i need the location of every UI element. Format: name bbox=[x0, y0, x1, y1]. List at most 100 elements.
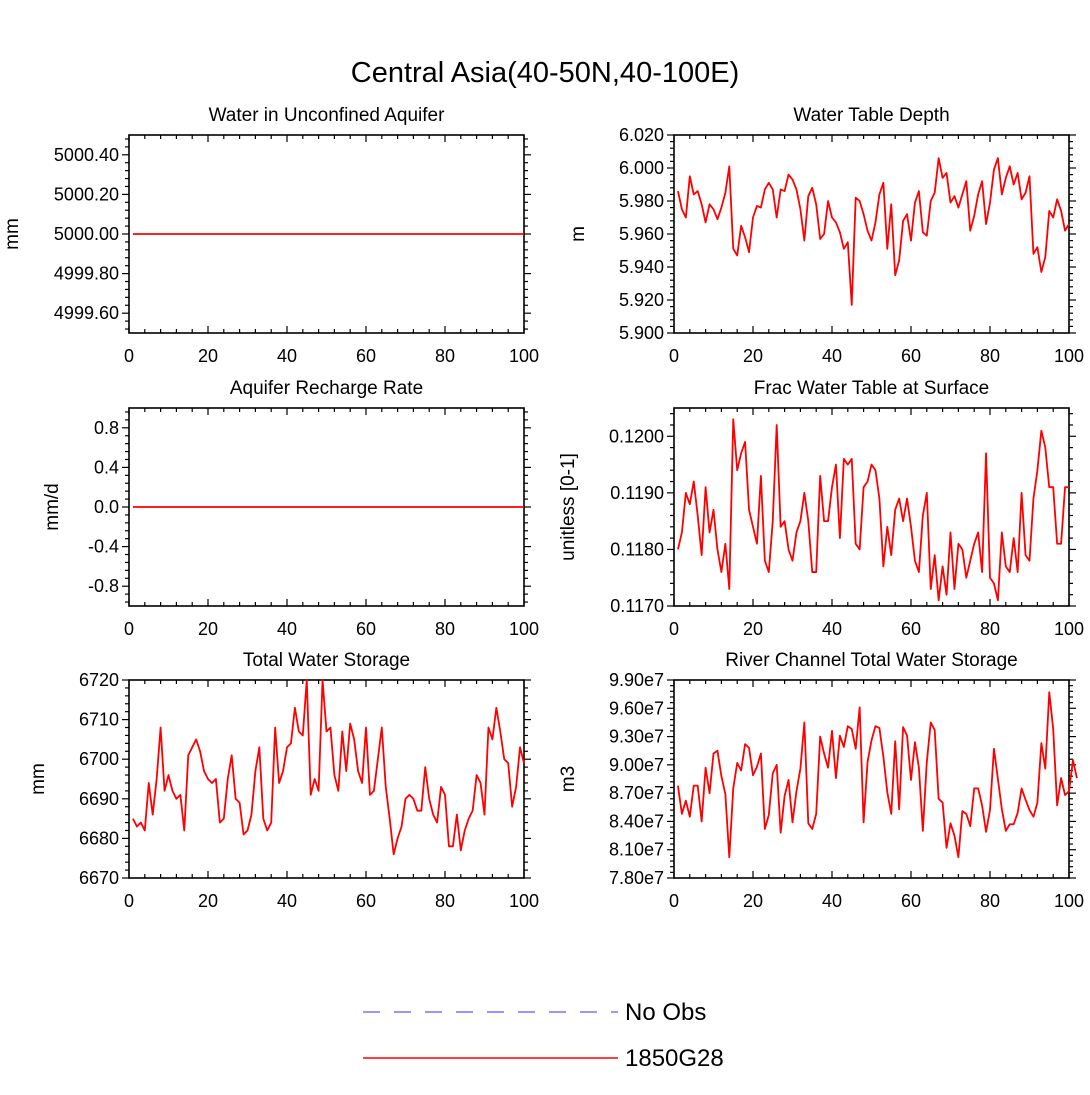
y-tick-label: 8.10e7 bbox=[609, 840, 664, 860]
panel-water-table-depth: Water Table Depth m 0 20 40 60 80 100 5.900 5.920… bbox=[568, 105, 1084, 366]
x-tick-label: 0 bbox=[669, 891, 679, 911]
y-axis-label: m3 bbox=[558, 766, 579, 792]
x-tick-label: 20 bbox=[198, 619, 218, 639]
x-tick-label: 100 bbox=[509, 619, 539, 639]
series-line-1850g28 bbox=[677, 157, 1070, 306]
series-line-1850g28 bbox=[677, 691, 1078, 859]
y-tick-label: 0.1200 bbox=[609, 426, 664, 446]
legend: No Obs 1850G28 bbox=[363, 999, 724, 1072]
panel-title: Aquifer Recharge Rate bbox=[230, 378, 423, 399]
y-tick-label: 6700 bbox=[79, 749, 119, 769]
x-tick-label: 80 bbox=[435, 346, 455, 366]
y-tick-label: 8.40e7 bbox=[609, 811, 664, 831]
x-tick-label: 100 bbox=[1054, 619, 1084, 639]
x-tick-label: 20 bbox=[198, 346, 218, 366]
x-tick-label: 40 bbox=[822, 891, 842, 911]
y-tick-label: 4999.80 bbox=[54, 264, 119, 284]
panel-frac-water-table-at-surface: Frac Water Table at Surface unitless [0-1… bbox=[558, 378, 1084, 639]
x-tick-label: 0 bbox=[124, 346, 134, 366]
panel-title: Water Table Depth bbox=[793, 105, 949, 126]
panel-title: Total Water Storage bbox=[243, 650, 410, 671]
series-line-1850g28 bbox=[132, 679, 525, 856]
x-tick-label: 20 bbox=[743, 891, 763, 911]
y-tick-label: 9.90e7 bbox=[609, 670, 664, 690]
y-tick-label: -0.8 bbox=[88, 576, 119, 596]
y-axis-label: unitless [0-1] bbox=[558, 453, 579, 561]
y-tick-label: 0.1170 bbox=[610, 596, 664, 616]
x-tick-label: 80 bbox=[435, 891, 455, 911]
y-tick-label: 5000.20 bbox=[54, 184, 119, 204]
x-tick-label: 100 bbox=[509, 346, 539, 366]
y-tick-label: 5.920 bbox=[619, 290, 664, 310]
y-tick-label: 0.8 bbox=[94, 418, 119, 438]
panel-water-in-unconfined-aquifer: Water in Unconfined Aquifer mm 0 20 40 60 80 10… bbox=[2, 105, 539, 366]
y-tick-label: 5000.40 bbox=[54, 145, 119, 165]
y-tick-label: 4999.60 bbox=[54, 303, 119, 323]
y-tick-label: 5.980 bbox=[619, 191, 664, 211]
x-tick-label: 20 bbox=[198, 891, 218, 911]
y-tick-label: 0.1180 bbox=[610, 539, 664, 559]
x-tick-label: 60 bbox=[901, 346, 921, 366]
panel-aquifer-recharge-rate: Aquifer Recharge Rate mm/d 0 20 40 60 80 100 -0.… bbox=[42, 378, 539, 639]
x-tick-label: 100 bbox=[1054, 346, 1084, 366]
x-tick-label: 0 bbox=[669, 346, 679, 366]
x-tick-label: 60 bbox=[901, 619, 921, 639]
y-tick-label: 6670 bbox=[79, 868, 119, 888]
y-tick-label: 6720 bbox=[79, 670, 119, 690]
panel-total-water-storage: Total Water Storage mm 0 20 40 60 80 100 6670 668… bbox=[28, 650, 539, 911]
y-axis-label: mm bbox=[2, 218, 23, 250]
y-tick-label: 5.960 bbox=[619, 224, 664, 244]
y-tick-label: 6.020 bbox=[619, 125, 664, 145]
x-tick-label: 40 bbox=[277, 619, 297, 639]
plot-frame bbox=[673, 679, 1070, 879]
x-tick-label: 60 bbox=[901, 891, 921, 911]
x-tick-label: 60 bbox=[356, 891, 376, 911]
plot-frame bbox=[128, 679, 525, 879]
y-axis-label: mm bbox=[28, 763, 49, 795]
y-tick-label: 0.4 bbox=[94, 457, 119, 477]
legend-label-no-obs: No Obs bbox=[625, 999, 706, 1026]
figure-title: Central Asia(40-50N,40-100E) bbox=[351, 57, 739, 89]
y-tick-label: 6690 bbox=[79, 789, 119, 809]
y-tick-label: -0.4 bbox=[88, 537, 119, 557]
series-line-1850g28 bbox=[677, 418, 1069, 602]
x-tick-label: 60 bbox=[356, 619, 376, 639]
y-tick-label: 9.60e7 bbox=[609, 698, 664, 718]
x-tick-label: 60 bbox=[356, 346, 376, 366]
y-tick-label: 5000.00 bbox=[54, 224, 119, 244]
y-tick-label: 7.80e7 bbox=[609, 868, 664, 888]
x-tick-label: 80 bbox=[980, 619, 1000, 639]
x-tick-label: 0 bbox=[124, 619, 134, 639]
panel-title: River Channel Total Water Storage bbox=[725, 650, 1018, 671]
x-tick-label: 80 bbox=[435, 619, 455, 639]
legend-label-1850g28: 1850G28 bbox=[625, 1045, 724, 1072]
x-tick-label: 40 bbox=[277, 346, 297, 366]
x-tick-label: 80 bbox=[980, 891, 1000, 911]
plot-frame bbox=[673, 407, 1070, 607]
y-axis-label: mm/d bbox=[42, 483, 63, 531]
x-tick-label: 20 bbox=[743, 619, 763, 639]
panel-title: Frac Water Table at Surface bbox=[754, 378, 990, 399]
panel-title: Water in Unconfined Aquifer bbox=[209, 105, 446, 126]
panel-river-channel-total-water-storage: River Channel Total Water Storage m3 0 20 40… bbox=[558, 650, 1084, 911]
x-tick-label: 40 bbox=[822, 619, 842, 639]
y-axis-label: m bbox=[568, 226, 589, 242]
x-tick-label: 0 bbox=[669, 619, 679, 639]
y-tick-label: 6.000 bbox=[619, 158, 664, 178]
y-tick-label: 6710 bbox=[79, 710, 119, 730]
y-tick-label: 9.00e7 bbox=[609, 755, 664, 775]
y-tick-label: 8.70e7 bbox=[609, 783, 664, 803]
x-tick-label: 0 bbox=[124, 891, 134, 911]
x-tick-label: 40 bbox=[277, 891, 297, 911]
x-tick-label: 100 bbox=[1054, 891, 1084, 911]
y-tick-label: 5.940 bbox=[619, 257, 664, 277]
y-tick-label: 5.900 bbox=[619, 323, 664, 343]
x-tick-label: 40 bbox=[822, 346, 842, 366]
x-tick-label: 20 bbox=[743, 346, 763, 366]
y-tick-label: 9.30e7 bbox=[609, 727, 664, 747]
x-tick-label: 80 bbox=[980, 346, 1000, 366]
y-tick-label: 6680 bbox=[79, 828, 119, 848]
x-tick-label: 100 bbox=[509, 891, 539, 911]
